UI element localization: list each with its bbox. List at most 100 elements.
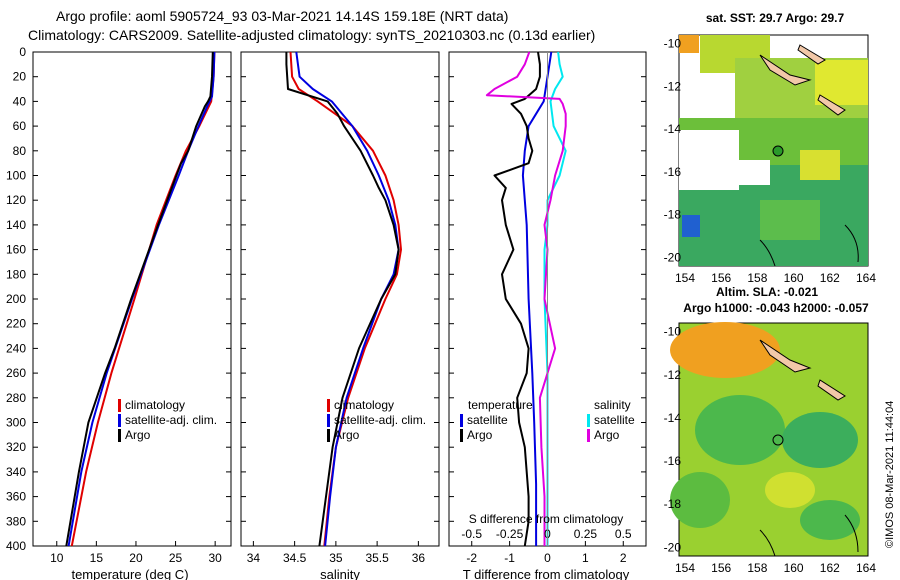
depth-tick-label: 0	[19, 45, 26, 59]
x-tick-label: 10	[50, 551, 64, 565]
legend-swatch-t-satellite	[460, 414, 463, 427]
map-lon-tick: 158	[747, 271, 767, 285]
legend-swatch-satellite	[118, 414, 121, 427]
map-lon-tick: 156	[711, 561, 731, 575]
map-lat-tick: -18	[664, 208, 682, 222]
salinity-xlabel: salinity	[320, 567, 360, 580]
island-solomon-1	[759, 54, 812, 86]
depth-tick-label: 160	[6, 243, 26, 257]
series-line-climatology	[289, 51, 402, 547]
series-line-salinity-satellite	[543, 51, 567, 546]
s-diff-tick-label: -0.25	[496, 527, 524, 541]
legend-swatch-s-satellite	[587, 414, 590, 427]
legend-title-temperature: temperature	[468, 398, 533, 412]
depth-tick-label: 300	[6, 416, 26, 430]
x-tick-label: 35.5	[365, 551, 389, 565]
map-lon-tick: 158	[747, 561, 767, 575]
map-lat-tick: -16	[664, 165, 682, 179]
legend-satellite: satellite-adj. clim.	[125, 413, 217, 427]
sst-patch-mid	[760, 200, 820, 240]
series-line-climatology	[70, 51, 216, 547]
legend-s-satellite: satellite	[594, 413, 635, 427]
reef-contour	[759, 239, 776, 267]
map-lat-tick: -20	[664, 540, 682, 554]
series-line-satellite-adj-clim-	[67, 51, 216, 547]
depth-tick-label: 380	[6, 514, 26, 528]
map-lon-tick: 164	[856, 271, 876, 285]
series-line-temperature-satellite	[521, 51, 553, 546]
depth-tick-label: 20	[13, 70, 27, 84]
depth-tick-label: 280	[6, 391, 26, 405]
map-lon-tick: 162	[820, 271, 840, 285]
map-lat-tick: -18	[664, 497, 682, 511]
legend-swatch-s-argo	[587, 429, 590, 442]
x-tick-label: -1	[504, 551, 515, 565]
depth-tick-label: 140	[6, 218, 26, 232]
legend-argo: Argo	[334, 428, 360, 442]
depth-tick-label: 180	[6, 267, 26, 281]
map-lon-tick: 154	[675, 561, 695, 575]
reef-contour-2	[844, 224, 859, 263]
s-diff-tick-label: 0.25	[574, 527, 598, 541]
depth-tick-label: 400	[6, 539, 26, 553]
map-lon-tick: 164	[856, 561, 876, 575]
map-lon-tick: 154	[675, 271, 695, 285]
series-line-salinity-argo	[485, 51, 567, 546]
depth-axis: 0 20 40 60 80 100 120 140 160 180 200 220 240 260 280 3…	[6, 45, 646, 553]
island-sla-1	[759, 339, 812, 373]
island-solomon-2	[817, 94, 846, 116]
s-diff-tick-label: 0.5	[615, 527, 632, 541]
legend-swatch-argo	[327, 429, 330, 442]
temperature-legend: climatology satellite-adj. clim. Argo	[118, 398, 217, 442]
depth-tick-label: 220	[6, 317, 26, 331]
series-line-temperature-argo	[493, 51, 541, 547]
sla-map-title: Altim. SLA: -0.021	[716, 285, 818, 299]
island-sla-2	[817, 379, 846, 401]
salinity-legend: climatology satellite-adj. clim. Argo	[327, 398, 426, 442]
sst-cloud-gap-c	[700, 160, 770, 185]
legend-swatch-climatology	[118, 399, 121, 412]
depth-tick-label: 60	[13, 119, 27, 133]
depth-tick-label: 340	[6, 465, 26, 479]
sst-map	[678, 34, 869, 267]
temperature-xlabel: temperature (deg C)	[71, 567, 188, 580]
series-line-satellite-adj-clim-	[295, 51, 400, 547]
x-tick-label: 34	[247, 551, 261, 565]
depth-tick-label: 320	[6, 440, 26, 454]
sst-patch-blue	[682, 215, 700, 237]
x-tick-label: 1	[582, 551, 589, 565]
salinity-panel	[240, 51, 440, 547]
legend-climatology: climatology	[125, 398, 185, 412]
legend-swatch-satellite	[327, 414, 330, 427]
map-lat-tick: -14	[664, 122, 682, 136]
reef-contour-sla	[759, 529, 776, 557]
legend-climatology: climatology	[334, 398, 394, 412]
map-lon-tick: 160	[784, 561, 804, 575]
island-solomon-3	[797, 44, 826, 65]
depth-tick-label: 40	[13, 94, 27, 108]
map-lon-tick: 162	[820, 561, 840, 575]
sst-patch-yellow	[800, 150, 840, 180]
sla-high-s	[765, 472, 815, 508]
sla-map	[670, 322, 869, 557]
map-lat-tick: -10	[664, 325, 682, 339]
sst-patch-warm	[679, 35, 699, 53]
legend-title-salinity: salinity	[594, 398, 631, 412]
difference-legend-temperature: temperature satellite Argo	[460, 398, 533, 442]
depth-tick-label: 100	[6, 169, 26, 183]
series-line-argo	[285, 52, 400, 547]
map-lat-tick: -14	[664, 411, 682, 425]
map-lat-tick: -16	[664, 454, 682, 468]
legend-t-satellite: satellite	[467, 413, 508, 427]
x-tick-label: 2	[620, 551, 627, 565]
legend-swatch-climatology	[327, 399, 330, 412]
map-lon-tick: 156	[711, 271, 731, 285]
header-line1: Argo profile: aoml 5905724_93 03-Mar-202…	[56, 8, 508, 24]
s-diff-tick-label: -0.5	[461, 527, 482, 541]
depth-tick-label: 260	[6, 366, 26, 380]
sla-map-subtitle: Argo h1000: -0.043 h2000: -0.057	[683, 301, 869, 315]
legend-t-argo: Argo	[467, 428, 493, 442]
x-tick-label: 36	[412, 551, 426, 565]
credit-text: ©IMOS 08-Mar-2021 11:44:04	[884, 401, 896, 548]
